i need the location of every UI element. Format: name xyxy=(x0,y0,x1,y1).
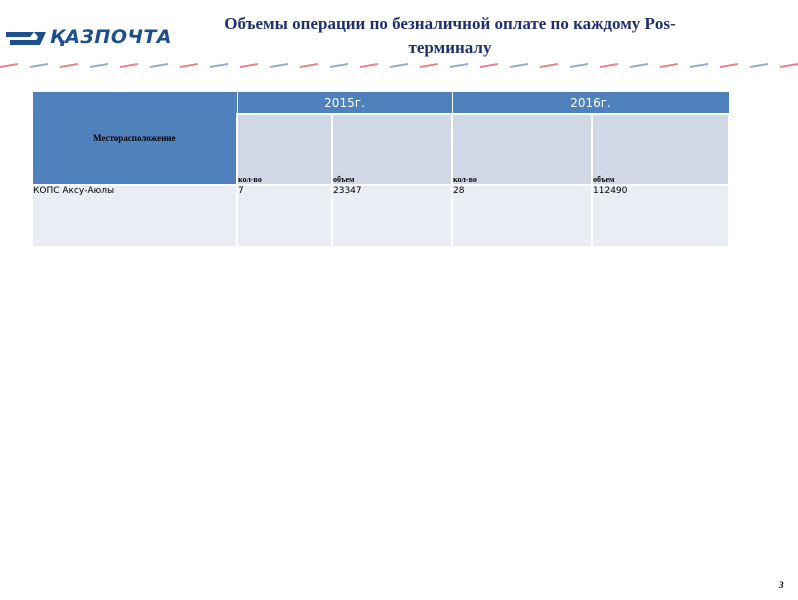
cell-count-2015: 7 xyxy=(236,184,333,248)
page-number: 3 xyxy=(779,580,784,590)
kazpost-emblem-icon xyxy=(6,32,46,45)
page-title: Объемы операции по безналичной оплате по… xyxy=(224,14,676,57)
logo-text: ҚАЗПОЧТА xyxy=(50,26,172,48)
subheader-volume-2015: объем xyxy=(330,113,454,186)
cell-volume-2015: 23347 xyxy=(330,184,454,248)
cell-volume-2016: 112490 xyxy=(591,184,731,248)
location-header: Месторасположение xyxy=(31,91,238,186)
airmail-stripe xyxy=(0,60,798,70)
subheader-count-2015: кол-во xyxy=(236,113,333,186)
subheader-count-2016: кол-во xyxy=(451,113,594,186)
subheader-volume-2016: объем xyxy=(591,113,731,186)
year-header-2015: 2015г. xyxy=(236,91,453,115)
table-row: КОПС Аксу-Аюлы 7 23347 28 112490 xyxy=(31,184,731,248)
pos-terminal-table: Месторасположение 2015г. 2016г. кол-во о… xyxy=(31,91,731,248)
year-header-2016: 2016г. xyxy=(451,91,730,115)
kazpost-logo: ҚАЗПОЧТА xyxy=(4,20,184,54)
cell-location: КОПС Аксу-Аюлы xyxy=(31,184,238,248)
cell-count-2016: 28 xyxy=(451,184,594,248)
